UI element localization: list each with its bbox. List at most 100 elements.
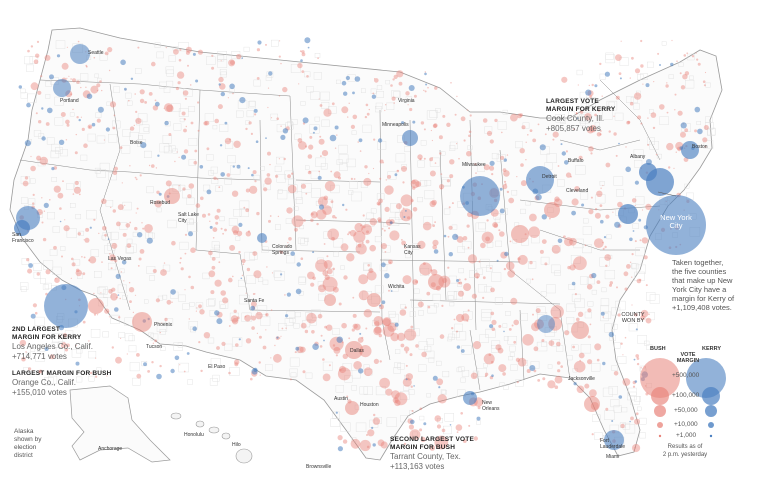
bush-county-bubble xyxy=(647,117,649,119)
bush-county-bubble xyxy=(160,269,167,276)
kerry-county-bubble xyxy=(56,54,61,58)
county-cell xyxy=(219,124,229,132)
city-label: Boston xyxy=(692,144,708,150)
bush-county-bubble xyxy=(270,357,272,359)
bush-county-bubble xyxy=(264,177,272,185)
county-cell xyxy=(110,314,120,324)
bush-county-bubble xyxy=(81,255,83,258)
bush-county-bubble xyxy=(89,371,93,375)
bush-county-bubble xyxy=(620,205,622,207)
county-cell xyxy=(452,331,460,338)
bush-county-bubble xyxy=(87,124,93,130)
bush-county-bubble xyxy=(515,357,521,362)
bush-county-bubble xyxy=(96,118,101,123)
bush-county-bubble xyxy=(341,322,347,329)
county-cell xyxy=(374,285,384,294)
bush-county-bubble xyxy=(599,438,601,440)
county-cell xyxy=(239,200,250,210)
county-cell xyxy=(167,219,177,229)
county-cell xyxy=(25,352,31,358)
legend-kerry-500k xyxy=(686,358,726,398)
county-cell xyxy=(162,264,171,272)
bush-county-bubble xyxy=(281,327,284,330)
bush-county-bubble xyxy=(148,92,153,96)
county-cell xyxy=(394,362,401,369)
county-cell xyxy=(323,231,332,239)
county-cell xyxy=(320,91,330,101)
kerry-county-bubble xyxy=(51,167,55,171)
county-cell xyxy=(160,346,166,351)
bush-county-bubble xyxy=(405,364,408,367)
bush-county-bubble xyxy=(572,345,575,349)
county-cell xyxy=(613,176,624,186)
county-cell xyxy=(546,284,556,294)
bush-county-bubble xyxy=(267,151,271,156)
county-cell xyxy=(632,223,639,229)
bush-county-bubble xyxy=(276,117,280,120)
bush-county-bubble xyxy=(447,235,450,238)
bush-county-bubble xyxy=(625,146,627,148)
county-cell xyxy=(369,419,379,428)
county-cell xyxy=(393,367,401,374)
county-cell xyxy=(696,121,701,125)
county-cell xyxy=(570,255,581,264)
county-cell xyxy=(64,330,74,338)
bush-county-bubble xyxy=(380,243,387,250)
bush-county-bubble xyxy=(361,336,364,339)
bush-county-bubble xyxy=(589,125,597,133)
state-border-line xyxy=(409,119,415,331)
bush-county-bubble xyxy=(431,269,438,276)
county-cell xyxy=(557,179,565,187)
bush-county-bubble xyxy=(466,150,472,157)
county-cell xyxy=(640,73,648,80)
bush-county-bubble xyxy=(30,155,32,158)
bush-county-bubble xyxy=(154,99,157,102)
bush-county-bubble xyxy=(318,284,326,293)
kerry-county-bubble xyxy=(537,315,555,333)
bush-county-bubble xyxy=(203,332,211,339)
bush-county-bubble xyxy=(623,271,629,277)
bush-county-bubble xyxy=(529,129,533,133)
bush-county-bubble xyxy=(537,379,541,382)
county-cell xyxy=(76,347,83,354)
county-cell xyxy=(630,96,638,104)
county-cell xyxy=(166,69,174,77)
county-cell xyxy=(385,80,390,85)
bush-county-bubble xyxy=(382,325,395,337)
county-cell xyxy=(476,268,483,275)
county-cell xyxy=(75,214,81,220)
county-cell xyxy=(211,241,220,249)
bush-county-bubble xyxy=(81,127,85,131)
kerry-county-bubble xyxy=(410,419,415,425)
county-cell xyxy=(44,282,52,290)
bush-county-bubble xyxy=(312,276,316,280)
county-cell xyxy=(376,85,383,90)
county-cell xyxy=(536,306,546,315)
county-cell xyxy=(321,102,330,109)
county-cell xyxy=(220,71,227,78)
kerry-county-bubble xyxy=(268,71,273,76)
kerry-county-bubble xyxy=(300,59,303,62)
kerry-county-bubble xyxy=(239,97,246,104)
bush-county-bubble xyxy=(227,97,229,99)
bush-county-bubble xyxy=(202,213,206,218)
bush-county-bubble xyxy=(554,375,563,384)
bush-county-bubble xyxy=(35,53,40,58)
bush-county-bubble xyxy=(403,442,407,446)
bush-county-bubble xyxy=(467,309,470,312)
county-cell xyxy=(253,79,261,87)
county-cell xyxy=(615,300,626,311)
county-cell xyxy=(44,377,54,386)
bush-county-bubble xyxy=(268,219,271,223)
bush-county-bubble xyxy=(640,122,643,125)
kerry-county-bubble xyxy=(499,208,505,214)
county-cell xyxy=(443,208,451,215)
county-cell xyxy=(188,159,196,166)
bush-county-bubble xyxy=(324,274,330,280)
county-cell xyxy=(189,302,195,307)
bush-county-bubble xyxy=(222,297,229,304)
bush-county-bubble xyxy=(640,39,643,43)
county-cell xyxy=(261,246,269,253)
county-cell xyxy=(340,265,345,270)
county-cell xyxy=(568,111,575,118)
